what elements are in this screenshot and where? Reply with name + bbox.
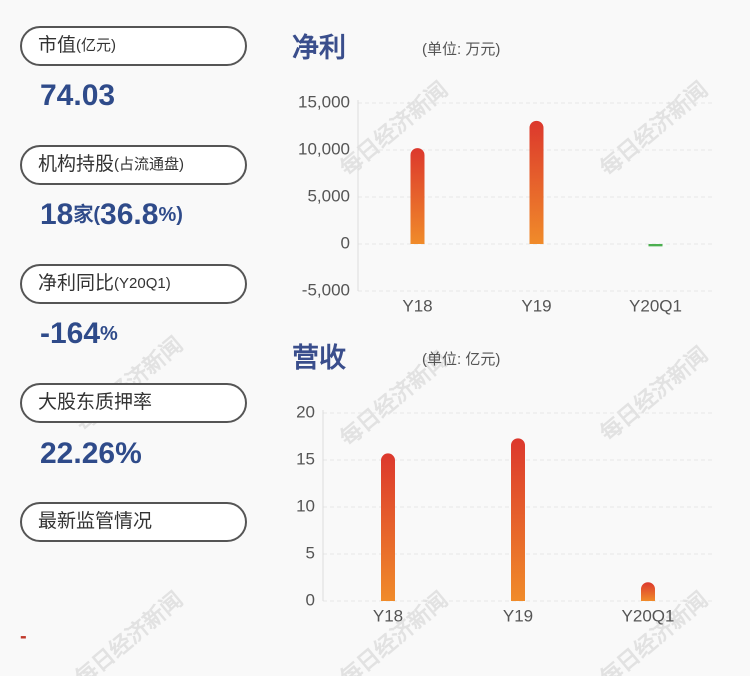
value: 22.26% [40,437,142,470]
label: 市值(亿元) [38,34,116,56]
watermark: 每日经济新闻 [595,77,712,181]
y-tick-label: 20 [296,402,315,421]
pill [20,26,247,66]
footnote: - [20,625,27,647]
x-tick-label: Y18 [373,606,403,625]
y-tick-label: -5,000 [302,280,350,299]
bar [511,438,525,601]
label: 净利同比(Y20Q1) [38,272,171,294]
bar [641,582,656,601]
y-tick-label: 10,000 [298,139,350,158]
x-tick-label: Y20Q1 [622,606,675,625]
pill [20,383,247,423]
y-tick-label: 10 [296,496,315,515]
charts: 净利 (单位: 万元) -5,000 0 5,000 10,000 15,000 Y18 Y19… [292,33,715,625]
watermark: 每日经济新闻 [595,342,712,446]
value: 18家(36.8%) [40,198,183,231]
chart-subtitle: (单位: 万元) [422,41,500,58]
bar [410,148,425,244]
chart: 营收 (单位: 亿元) 0 5 10 15 20 Y18 Y19 Y20Q1 [292,343,713,625]
chart-subtitle: (单位: 亿元) [422,351,500,368]
value: 74.03 [40,79,115,112]
y-tick-label: 0 [341,233,350,252]
y-tick-label: 0 [306,590,315,609]
label: 最新监管情况 [38,510,152,532]
y-tick-label: 5,000 [307,186,350,205]
bar [529,120,544,244]
x-tick-label: Y18 [402,296,432,315]
y-tick-label: 15 [296,449,315,468]
watermark: 每日经济新闻 [335,77,452,181]
chart: 净利 (单位: 万元) -5,000 0 5,000 10,000 15,000 Y18 Y19… [292,33,715,315]
bar [648,244,663,247]
pill [20,502,247,542]
x-tick-label: Y19 [521,296,551,315]
watermark: 每日经济新闻 [70,587,187,676]
bar [381,453,395,601]
x-tick-label: Y20Q1 [629,296,682,315]
pill [20,145,247,185]
label: 机构持股(占流通盘) [38,153,184,175]
chart-title: 净利 [292,33,346,63]
y-tick-label: 15,000 [298,92,350,111]
chart-title: 营收 [292,343,346,373]
y-tick-label: 5 [306,543,315,562]
x-tick-label: Y19 [503,606,533,625]
value: -164% [40,317,118,350]
label: 大股东质押率 [38,391,152,413]
pill [20,264,247,304]
panel: 市值(亿元) 74.03 机构持股(占流通盘) 18家(36.8%) 净利同比(… [20,26,247,647]
